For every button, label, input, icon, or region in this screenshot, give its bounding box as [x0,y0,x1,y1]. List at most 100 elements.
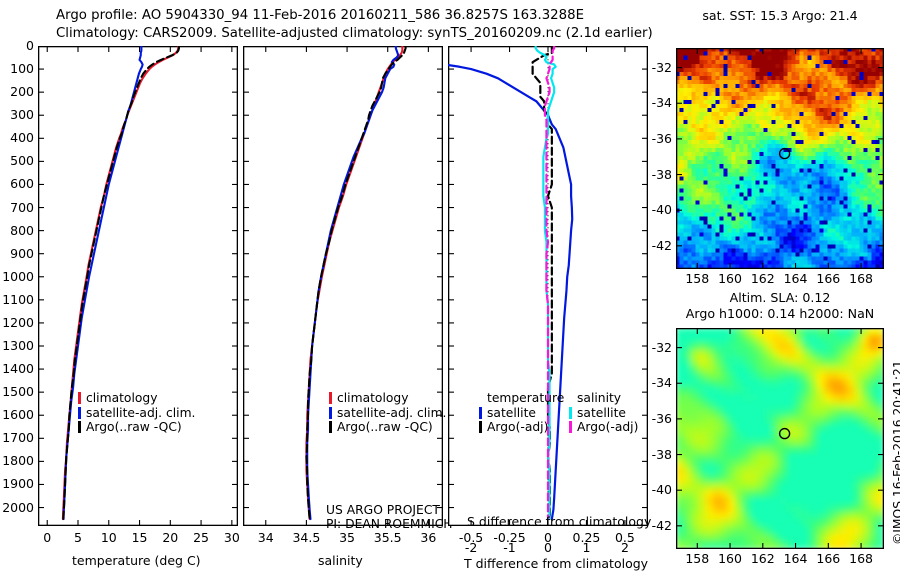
axis-tick-label: -36 [651,130,672,146]
sst-map-svg [676,48,884,269]
axis-tick-label: 700 [10,199,34,215]
salinity-axis-title: salinity [318,553,363,568]
axis-tick-label: 162 [750,551,775,566]
axis-tick-label: -32 [651,59,672,75]
axis-tick-label: 500 [10,153,34,169]
axis-tick-label: 600 [10,176,34,192]
temperature-plot-svg [38,46,238,526]
legend-item: Argo(-adj) [569,419,638,434]
curve-temperature-satellite [448,63,574,521]
axis-tick-label: 0 [544,540,552,555]
axis-tick-label: -0.25 [493,530,526,545]
curve-salinity-satellite [534,46,557,521]
legend-label: Argo(-adj) [487,420,549,435]
legend-swatch-satellite-adj [329,406,332,419]
legend-item: Argo(..raw -QC) [329,419,446,434]
axis-tick-label: 20 [162,530,179,545]
copyright-text: ©IMOS 16-Feb-2016 20:41:21 [891,360,900,545]
axis-tick-label: -42 [651,237,672,253]
axis-tick-label: 10 [100,530,117,545]
axis-tick-label: -38 [651,166,672,182]
axis-tick-label: 30 [223,530,240,545]
axis-tick-label: 1400 [2,361,34,377]
sst-latitude-labels: -32 -34 -36 -38 -40 -42 [640,48,674,269]
difference-panel [448,46,648,526]
legend-swatch-climatology [329,392,332,404]
legend-label: satellite-adj. clim. [86,405,196,420]
axis-tick-label: -0.5 [458,530,484,545]
axis-tick-label: 800 [10,222,34,238]
legend-label: satellite-adj. clim. [337,405,447,420]
axis-tick-label: 164 [783,551,808,566]
axis-tick-label: 164 [783,271,808,286]
axis-tick-label: 1800 [2,453,34,469]
axis-tick-label: 1900 [2,476,34,492]
axis-tick-label: 0 [26,38,34,53]
copyright-notice: ©IMOS 16-Feb-2016 20:41:21 [891,360,900,559]
axis-tick-label: 0 [544,530,552,545]
axis-tick-label: 300 [10,107,34,123]
axis-tick-label: 35 [339,530,356,545]
legend-label: climatology [337,391,409,405]
legend-swatch-t-argo [479,421,482,434]
sst-map [676,48,884,269]
axis-tick-label: -34 [651,375,672,391]
legend-item: climatology [78,390,195,405]
axis-tick-label: 34.5 [292,530,321,545]
legend-swatch-t-satellite [479,406,482,419]
curve-argo---raw--qc- [305,46,407,521]
axis-tick-label: 1200 [2,314,34,330]
temperature-panel [38,46,238,526]
legend-item: Argo(..raw -QC) [78,419,195,434]
temperature-legend: climatology satellite-adj. clim. Argo(..… [78,390,195,434]
temperature-depth-axis-labels: 0 100 200 300 400 500 600 700 800 900 1000 1100 1200… [0,38,38,526]
axis-tick-label: 162 [750,271,775,286]
temperature-axis-title: temperature (deg C) [72,553,201,568]
axis-tick-label: 168 [849,551,873,566]
axis-tick-label: -1 [503,540,516,555]
legend-item: satellite [569,405,638,420]
legend-title-temperature: temperature [487,391,565,405]
axis-tick-label: 166 [816,551,841,566]
difference-plot-svg [448,46,648,526]
axis-tick-label: 0.25 [572,530,601,545]
legend-swatch-argo-raw [78,421,81,434]
salinity-panel [243,46,443,526]
legend-item: satellite [479,405,564,420]
axis-tick-label: 1000 [2,268,34,284]
difference-legend-temperature: temperature satellite Argo(-adj) [479,390,564,434]
legend-item: satellite-adj. clim. [329,405,446,420]
difference-legend-salinity: salinity satellite Argo(-adj) [569,390,638,434]
legend-label: satellite [577,405,626,420]
axis-tick-label: 900 [10,245,34,261]
sla-map-title-line1: Altim. SLA: 0.12 [729,290,831,305]
sla-map-svg [676,328,884,549]
axis-tick-label: 1300 [2,338,34,353]
legend-swatch-climatology [78,392,81,404]
float-position-marker [778,427,791,440]
principal-investigator-label: PI: DEAN ROEMMICH [326,517,453,531]
axis-tick-label: -32 [651,339,672,355]
sla-latitude-labels: -32 -34 -36 -38 -40 -42 [640,328,674,549]
axis-tick-label: -36 [651,410,672,426]
float-position-marker [778,147,791,160]
legend-swatch-argo-raw [329,421,332,434]
legend-swatch-satellite-adj [78,406,81,419]
axis-tick-label: -40 [651,202,672,218]
axis-tick-label: 2000 [2,499,34,515]
curve-argo---raw--qc- [62,46,180,521]
axis-tick-label: 1600 [2,407,34,423]
salinity-plot-svg [243,46,443,526]
sla-map [676,328,884,549]
axis-tick-label: 0.5 [614,530,635,545]
legend-item: satellite-adj. clim. [78,405,195,420]
axis-tick-label: 5 [74,530,82,545]
axis-tick-label: 400 [10,130,34,146]
axis-tick-label: 158 [685,271,710,286]
legend-title-salinity: salinity [577,391,622,405]
axis-tick-label: 1500 [2,384,34,400]
figure-title-line2: Climatology: CARS2009. Satellite-adjuste… [56,26,653,41]
axis-tick-label: 0 [43,530,52,545]
legend-item: Argo(-adj) [479,419,564,434]
